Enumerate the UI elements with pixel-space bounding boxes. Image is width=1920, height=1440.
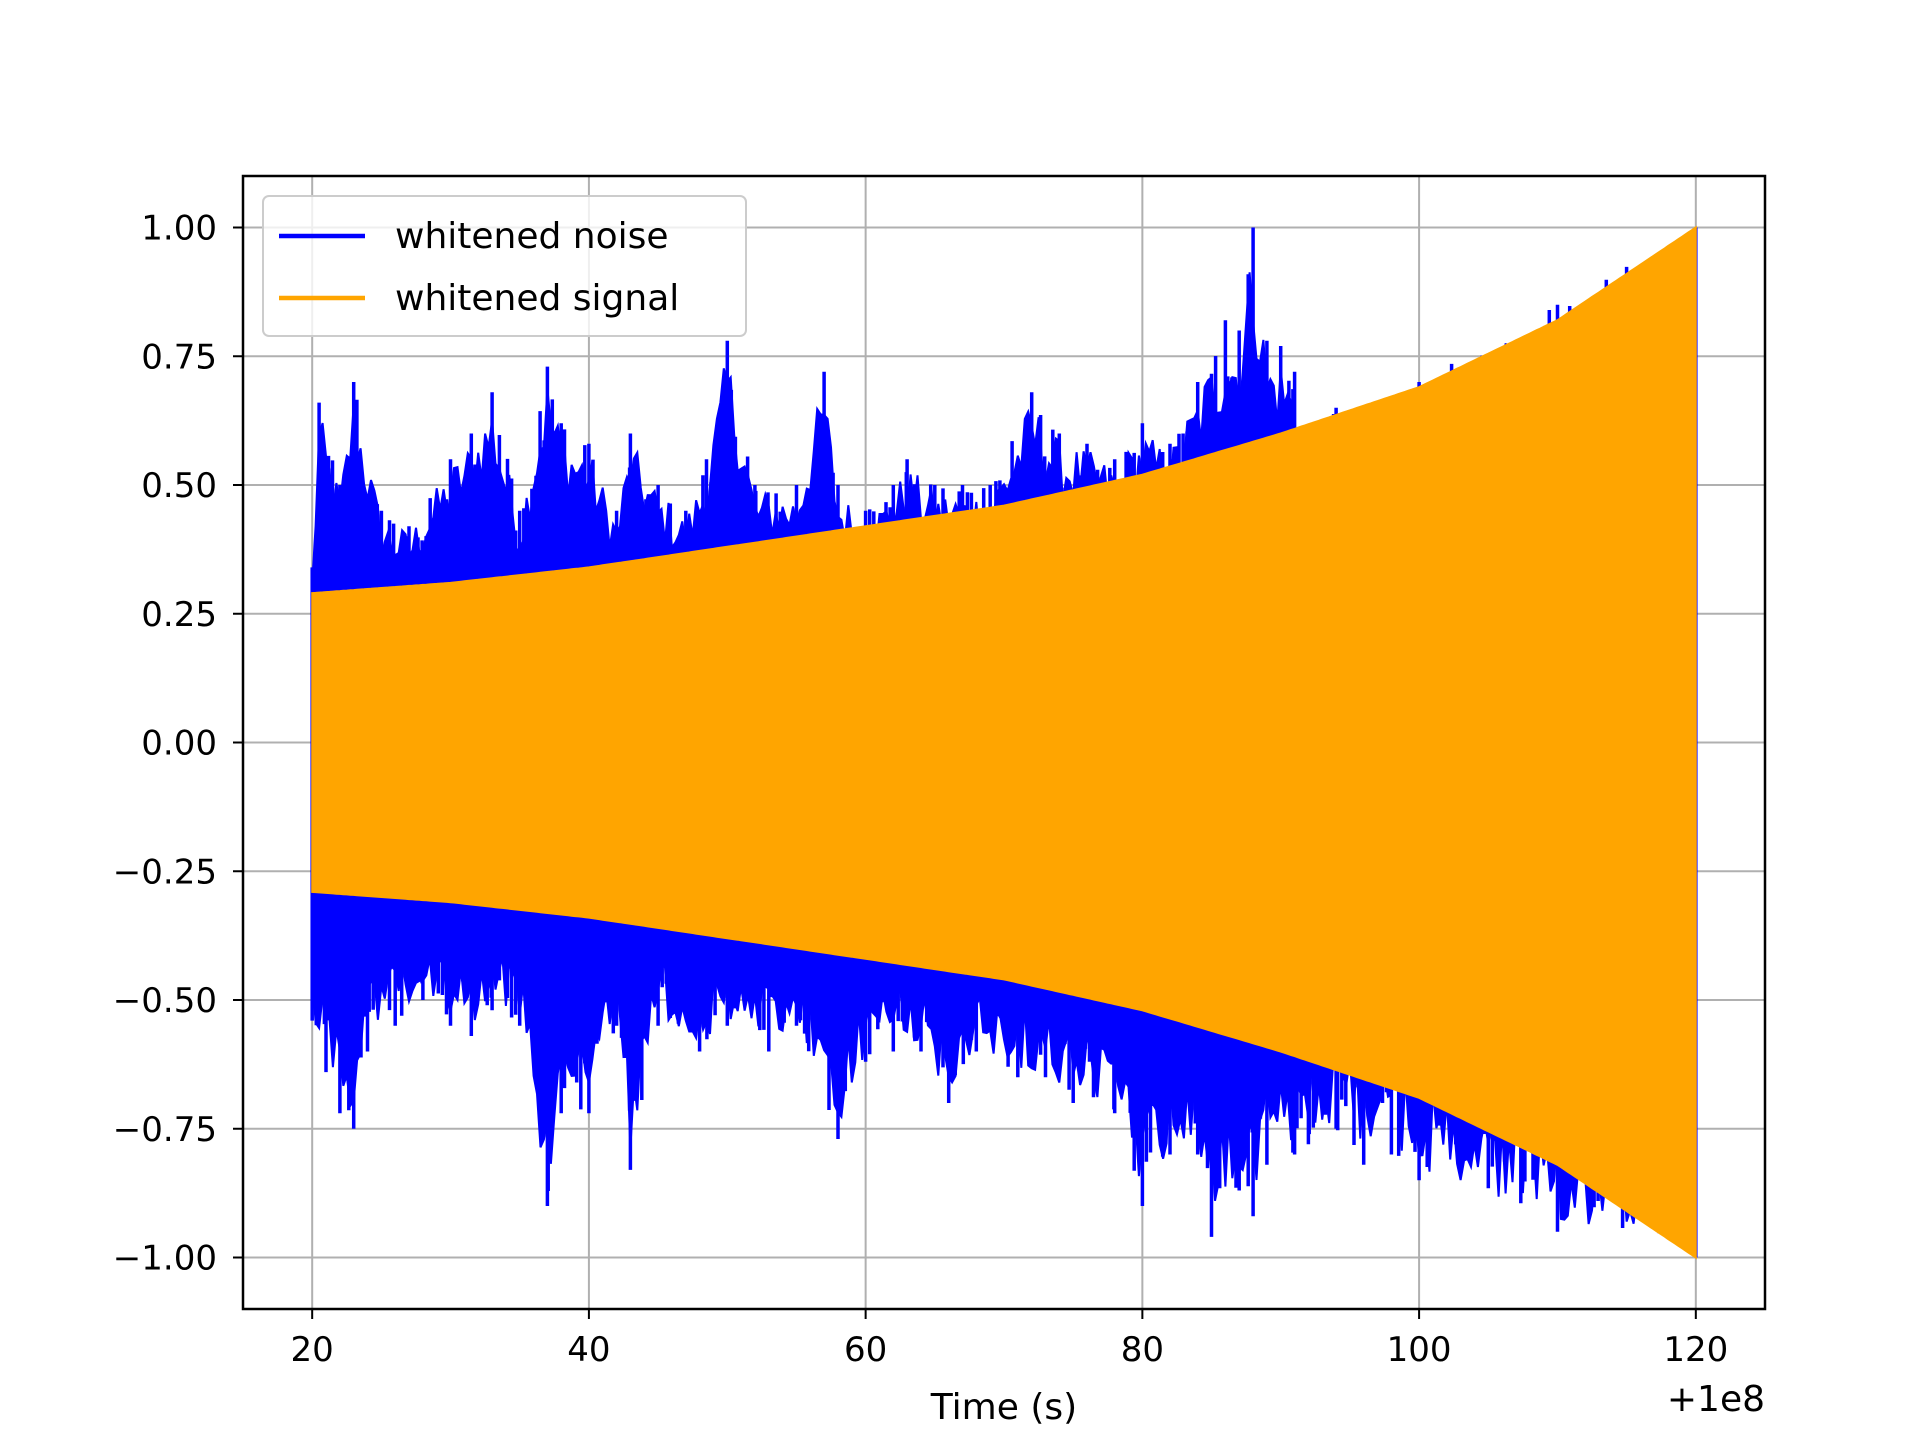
y-tick-label: 0.25 [141,595,217,635]
x-tick-label: 100 [1387,1330,1452,1370]
legend: whitened noise whitened signal [262,195,747,337]
x-tick-label: 20 [291,1330,334,1370]
y-tick-label: 0.75 [141,337,217,377]
x-tick-label: 40 [567,1330,610,1370]
series-band [311,225,1697,1260]
x-axis-offset-label: +1e8 [1667,1379,1765,1420]
axes-ticks: 20 40 60 80 100 120 1.00 0.75 0.50 0.25 0.00 −0.25 −… [113,209,1728,1371]
x-tick-label: 60 [844,1330,887,1370]
plot-area [310,225,1698,1260]
legend-frame [262,195,747,337]
x-tick-label: 120 [1663,1330,1728,1370]
x-tick-label: 80 [1121,1330,1164,1370]
y-tick-label: 1.00 [141,209,217,249]
legend-label: whitened noise [395,216,669,257]
y-tick-label: −0.75 [113,1110,217,1150]
x-axis-label: Time (s) [930,1387,1077,1428]
y-tick-label: −0.50 [113,981,217,1021]
y-tick-label: −1.00 [113,1239,217,1279]
y-tick-label: −0.25 [113,852,217,892]
y-tick-label: 0.50 [141,466,217,506]
series-whitened-signal [311,225,1697,1260]
legend-label: whitened signal [395,278,679,319]
y-tick-label: 0.00 [141,724,217,764]
